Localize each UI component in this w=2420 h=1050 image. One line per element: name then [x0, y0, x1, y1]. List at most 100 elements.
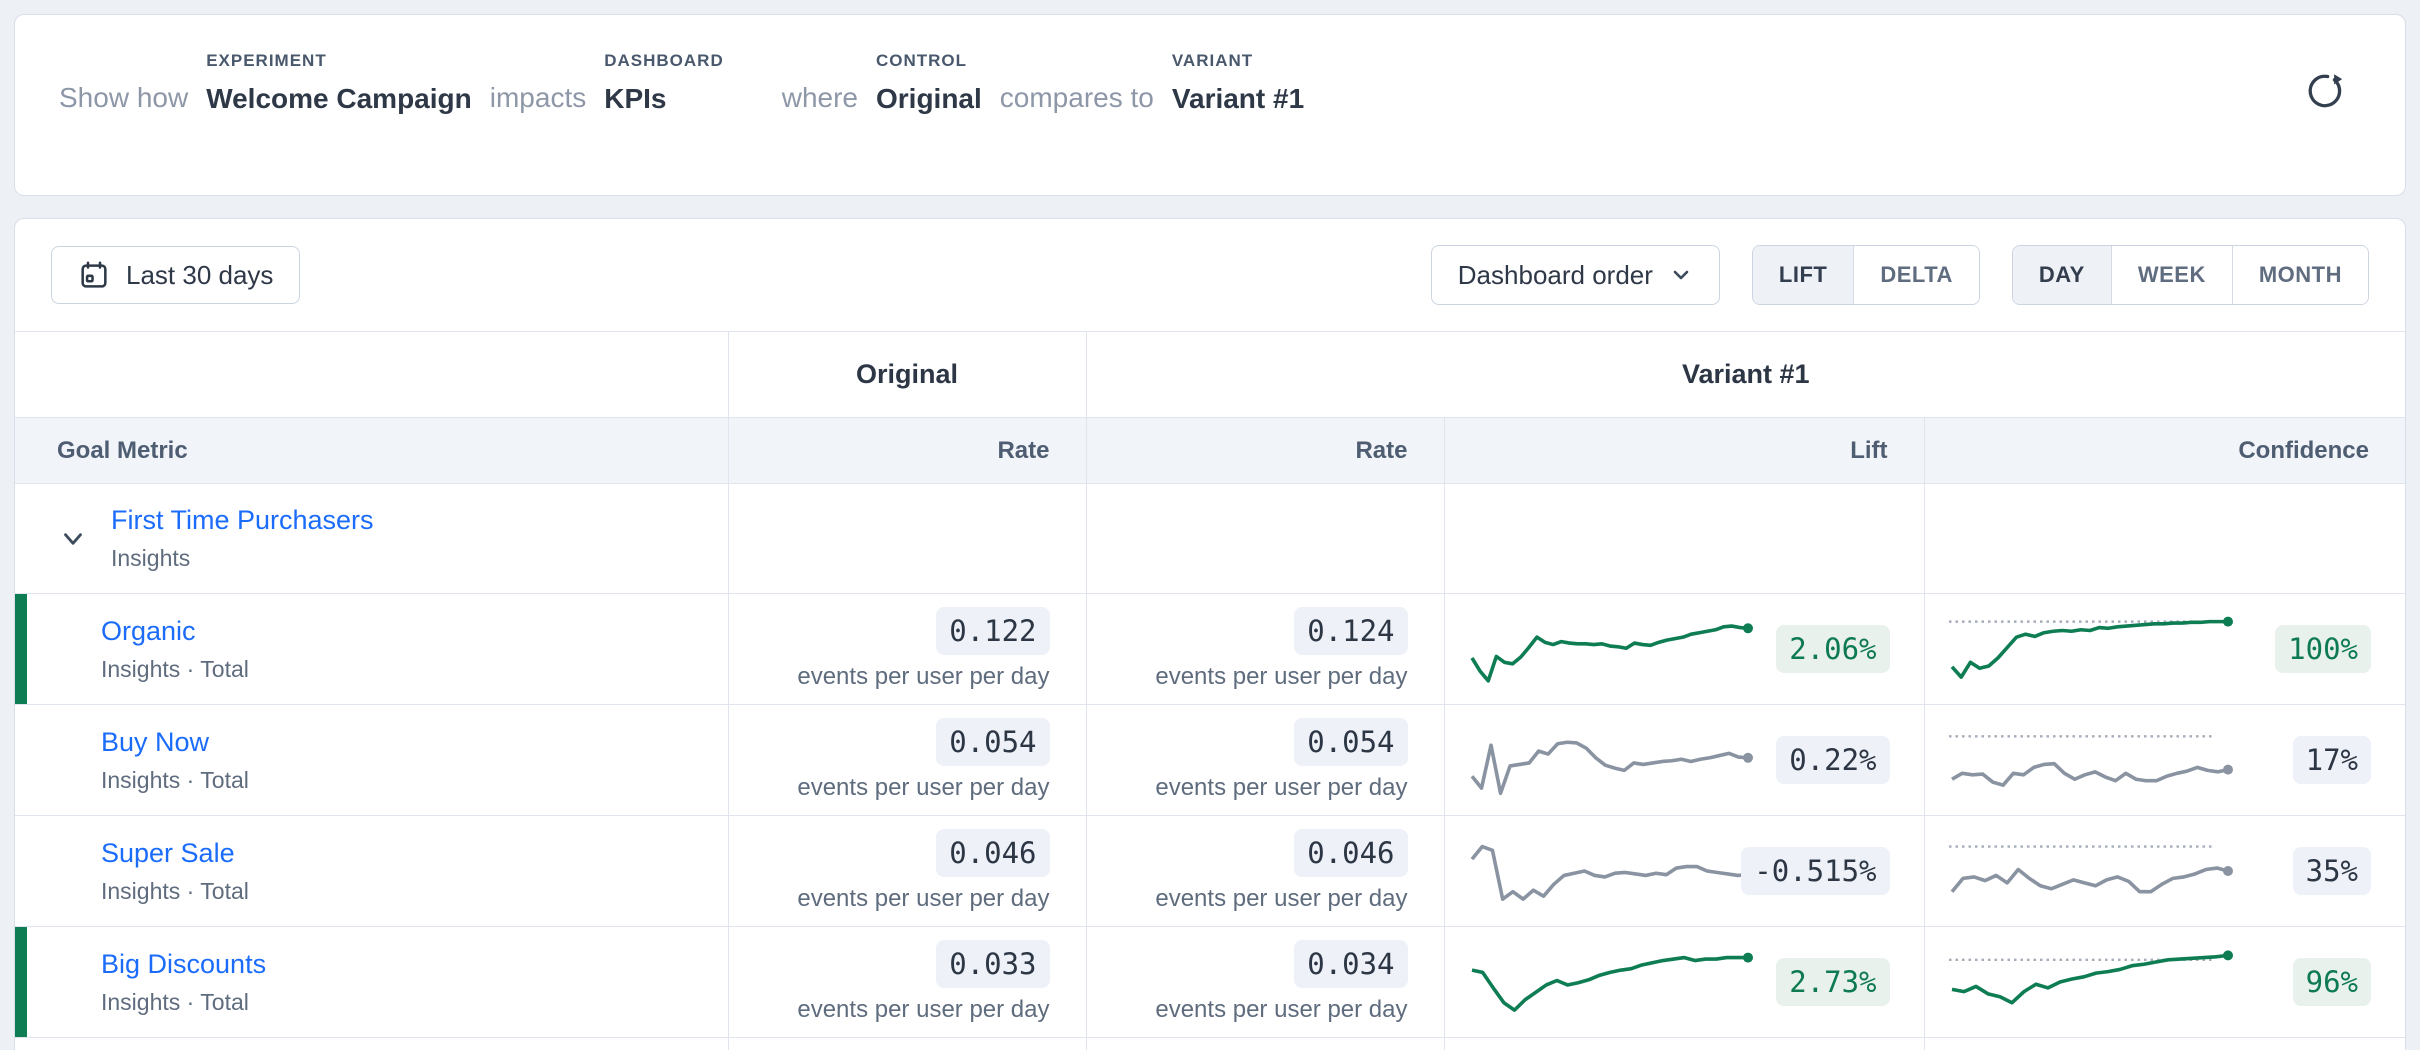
- lift-cell: 0.22%: [1443, 704, 1924, 816]
- group-metric-link[interactable]: First Time Purchasers: [111, 505, 374, 535]
- confidence-cell: 35%: [1923, 815, 2405, 927]
- dashboard-order-label: Dashboard order: [1457, 259, 1653, 290]
- variant-label: VARIANT: [1171, 51, 1254, 70]
- metric-name-cell: Buy Now Insights · Total: [15, 704, 728, 816]
- lift-value: 2.73%: [1776, 958, 1890, 1006]
- sentence-prefix: Show how: [59, 82, 189, 113]
- significance-accent-bar: [15, 927, 27, 1037]
- lift-value: 2.06%: [1776, 625, 1890, 673]
- granularity-toggle: DAY WEEK MONTH: [2011, 245, 2369, 305]
- dashboard-order-button[interactable]: Dashboard order: [1430, 245, 1720, 305]
- confidence-cell: 96%: [1923, 926, 2405, 1038]
- refresh-icon: [2308, 74, 2343, 108]
- rate-value: 0.046: [1294, 829, 1408, 877]
- lift-delta-toggle: LIFT DELTA: [1751, 245, 1980, 305]
- partial-next-row: [15, 1037, 2405, 1050]
- rate-unit: events per user per day: [797, 663, 1050, 690]
- lift-cell: 2.06%: [1443, 593, 1924, 705]
- calendar-icon: [81, 261, 107, 288]
- lift-cell: -0.515%: [1443, 815, 1924, 927]
- group-metric-subtitle: Insights: [111, 545, 191, 571]
- dashboard-name[interactable]: KPIs: [604, 83, 667, 114]
- col-goal-metric: Goal Metric: [15, 417, 728, 484]
- rate-value: 0.122: [936, 607, 1050, 655]
- chevron-down-icon: [64, 532, 82, 545]
- rate-unit: events per user per day: [797, 774, 1050, 801]
- confidence-value: 100%: [2275, 625, 2372, 673]
- metric-group-row: First Time Purchasers Insights: [15, 483, 2405, 594]
- table-row: Organic Insights · Total 0.122 events per u…: [15, 593, 2405, 705]
- rate-unit: events per user per day: [797, 885, 1050, 912]
- variant-name[interactable]: Variant #1: [1171, 83, 1305, 114]
- control-label: CONTROL: [875, 51, 968, 70]
- metric-link[interactable]: Buy Now: [101, 726, 210, 757]
- rate-value: 0.054: [936, 718, 1050, 766]
- date-range-label: Last 30 days: [126, 259, 274, 290]
- metric-name-cell: Super Sale Insights · Total: [15, 815, 728, 927]
- lift-sparkline: [1471, 952, 1753, 1012]
- variant-rate-cell: 0.046 events per user per day: [1085, 815, 1444, 927]
- sentence-impacts: impacts: [489, 82, 587, 113]
- confidence-sparkline: [1948, 950, 2233, 1005]
- col-control-rate: Rate: [727, 417, 1086, 484]
- toggle-delta[interactable]: DELTA: [1853, 246, 1979, 304]
- metric-link[interactable]: Big Discounts: [101, 948, 267, 979]
- lift-value: 0.22%: [1776, 736, 1890, 784]
- dashboard-label: DASHBOARD: [604, 51, 724, 70]
- lift-sparkline: [1470, 740, 1753, 796]
- experiment-name[interactable]: Welcome Campaign: [206, 83, 472, 114]
- lift-sparkline: [1469, 623, 1753, 683]
- report-toolbar: Last 30 days Dashboard order LIFT DELTA …: [15, 219, 2405, 331]
- rate-unit: events per user per day: [1155, 663, 1408, 690]
- date-range-button[interactable]: Last 30 days: [51, 246, 301, 304]
- confidence-value: 96%: [2292, 958, 2372, 1006]
- rate-value: 0.033: [936, 940, 1050, 988]
- rate-value: 0.124: [1294, 607, 1408, 655]
- metric-subtitle: Insights · Total: [101, 655, 249, 682]
- metric-subtitle: Insights · Total: [101, 766, 249, 793]
- table-row: Super Sale Insights · Total 0.046 events pe…: [15, 815, 2405, 927]
- col-lift: Lift: [1443, 417, 1924, 484]
- confidence-sparkline: [1948, 616, 2233, 679]
- rate-value: 0.054: [1294, 718, 1408, 766]
- rate-unit: events per user per day: [1155, 996, 1408, 1023]
- table-row: Buy Now Insights · Total 0.054 events per u…: [15, 704, 2405, 816]
- chevron-down-icon: [1673, 270, 1689, 280]
- rate-value: 0.034: [1294, 940, 1408, 988]
- variant-rate-cell: 0.034 events per user per day: [1085, 926, 1444, 1038]
- toggle-day[interactable]: DAY: [2012, 246, 2111, 304]
- toggle-week[interactable]: WEEK: [2110, 246, 2232, 304]
- rate-value: 0.046: [936, 829, 1050, 877]
- confidence-sparkline: [1948, 845, 2233, 894]
- metric-link[interactable]: Organic: [101, 615, 196, 646]
- lift-sparkline: [1470, 844, 1742, 901]
- toggle-lift[interactable]: LIFT: [1752, 246, 1854, 304]
- col-confidence: Confidence: [1923, 417, 2405, 484]
- toggle-month[interactable]: MONTH: [2231, 246, 2368, 304]
- experiment-header-panel: Show how EXPERIMENT Welcome Campaign imp…: [14, 14, 2406, 196]
- rate-unit: events per user per day: [797, 996, 1050, 1023]
- experiment-label: EXPERIMENT: [206, 51, 327, 70]
- control-rate-cell: 0.054 events per user per day: [727, 704, 1086, 816]
- report-panel: Last 30 days Dashboard order LIFT DELTA …: [14, 218, 2406, 1050]
- metric-link[interactable]: Super Sale: [101, 837, 235, 868]
- experiment-sentence: Show how EXPERIMENT Welcome Campaign imp…: [59, 51, 1304, 116]
- col-variant-rate: Rate: [1085, 417, 1444, 484]
- variant-group-header: Variant #1: [1681, 359, 1810, 389]
- confidence-value: 17%: [2292, 736, 2372, 784]
- variant-group-header-row: Original Variant #1: [15, 331, 2405, 418]
- sentence-where: where: [781, 82, 858, 113]
- control-rate-cell: 0.122 events per user per day: [727, 593, 1086, 705]
- table-row: Big Discounts Insights · Total 0.033 events…: [15, 926, 2405, 1038]
- metric-name-cell: Big Discounts Insights · Total: [15, 926, 728, 1038]
- lift-value: -0.515%: [1741, 847, 1890, 895]
- sentence-compares: compares to: [999, 82, 1154, 113]
- kpi-table: Original Variant #1 Goal Metric Rate Rat…: [15, 331, 2405, 1050]
- variant-rate-cell: 0.054 events per user per day: [1085, 704, 1444, 816]
- confidence-cell: 17%: [1923, 704, 2405, 816]
- refresh-button[interactable]: [2301, 67, 2349, 115]
- collapse-group-button[interactable]: [55, 521, 91, 557]
- confidence-value: 35%: [2292, 847, 2372, 895]
- control-name[interactable]: Original: [875, 83, 982, 114]
- lift-cell: 2.73%: [1443, 926, 1924, 1038]
